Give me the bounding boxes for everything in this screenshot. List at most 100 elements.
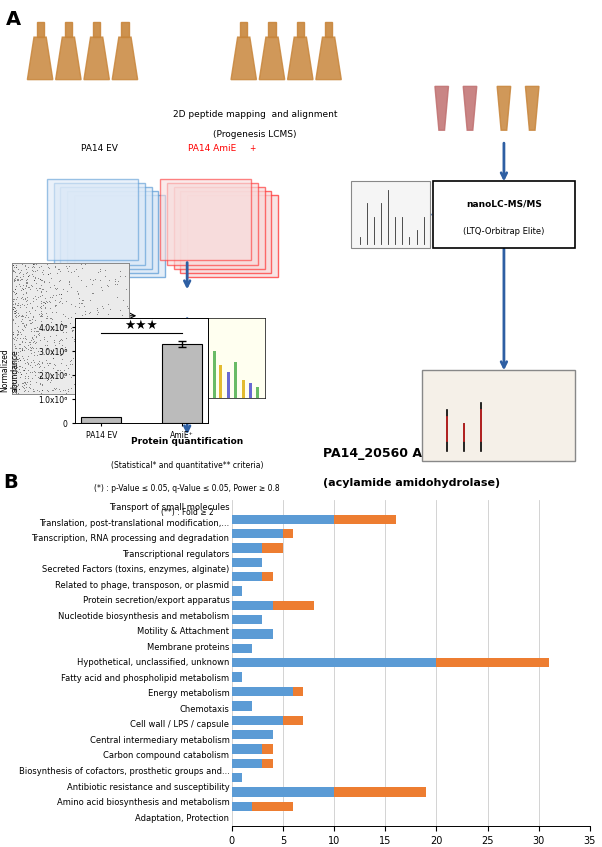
Point: [28, 302, 37, 315]
Point: [29, 322, 39, 335]
Point: [96, 280, 106, 294]
Point: [112, 277, 122, 291]
Point: [52, 363, 62, 377]
Point: [90, 316, 100, 329]
Point: [13, 263, 23, 276]
Polygon shape: [316, 37, 341, 80]
Text: PA14 EV: PA14 EV: [481, 386, 515, 396]
Point: [95, 264, 105, 278]
Point: [100, 268, 110, 282]
Bar: [234, 362, 237, 398]
Point: [37, 301, 46, 314]
Point: [20, 331, 30, 345]
Point: [54, 363, 63, 377]
Text: Translation, post-translational modification,...: Translation, post-translational modifica…: [39, 518, 229, 528]
Point: [22, 297, 31, 311]
Point: [29, 349, 39, 363]
Text: Hypothetical, unclassified, unknown: Hypothetical, unclassified, unknown: [77, 658, 229, 667]
Point: [8, 271, 17, 285]
Point: [15, 359, 25, 373]
Bar: [256, 387, 259, 398]
Point: [76, 352, 86, 365]
Point: [8, 377, 18, 390]
Point: [98, 283, 107, 296]
Point: [41, 353, 51, 367]
Point: [31, 257, 41, 270]
Point: [20, 376, 30, 390]
Point: [37, 363, 47, 376]
Point: [43, 267, 52, 280]
Point: [8, 329, 17, 342]
Point: [101, 346, 110, 360]
Point: [30, 313, 40, 327]
Point: [44, 295, 54, 308]
Point: [95, 383, 105, 396]
Polygon shape: [288, 37, 313, 80]
Point: [17, 342, 26, 356]
Point: [28, 291, 38, 304]
Point: [27, 365, 37, 379]
Point: [11, 308, 21, 322]
Point: [42, 383, 52, 396]
Point: [70, 333, 79, 346]
Point: [17, 343, 27, 357]
Point: [104, 349, 114, 363]
Bar: [93, 22, 100, 37]
Point: [31, 303, 40, 317]
Point: [37, 384, 46, 397]
Point: [69, 324, 78, 337]
Point: [25, 313, 35, 327]
Point: [48, 289, 58, 302]
Point: [24, 304, 34, 318]
Point: [58, 307, 67, 321]
FancyBboxPatch shape: [74, 195, 165, 277]
Point: [73, 323, 83, 336]
FancyBboxPatch shape: [351, 181, 430, 248]
Point: [51, 283, 61, 296]
Point: [35, 301, 45, 314]
Point: [28, 385, 37, 398]
Point: [32, 320, 42, 334]
Point: [17, 341, 26, 355]
Point: [76, 363, 85, 377]
Point: [14, 308, 24, 322]
Point: [85, 293, 95, 307]
Point: [110, 311, 119, 324]
Point: [20, 320, 30, 334]
Point: [8, 328, 18, 341]
Point: [67, 324, 76, 338]
Point: [116, 386, 126, 400]
Point: [36, 378, 45, 391]
Point: [29, 328, 39, 341]
Point: [22, 280, 31, 293]
Bar: [166, 373, 169, 398]
Point: [110, 379, 119, 392]
Point: [78, 373, 88, 386]
Text: ★★★: ★★★: [125, 318, 158, 331]
Point: [95, 328, 105, 341]
Point: [13, 323, 22, 336]
Point: [113, 274, 123, 287]
Point: [66, 322, 76, 335]
Point: [19, 318, 29, 332]
Point: [53, 368, 63, 381]
Point: [103, 307, 113, 320]
Point: [12, 329, 22, 342]
Point: [56, 357, 66, 370]
Point: [49, 278, 59, 291]
Point: [31, 270, 40, 284]
Bar: [262, 572, 273, 581]
Bar: [232, 673, 242, 682]
Point: [28, 268, 37, 282]
Point: [45, 280, 55, 294]
Point: [63, 383, 72, 396]
Point: [20, 257, 29, 271]
Bar: [252, 801, 293, 811]
Point: [39, 296, 48, 309]
Point: [40, 330, 49, 344]
Point: [76, 320, 86, 334]
Point: [110, 274, 120, 288]
Point: [85, 386, 95, 400]
Polygon shape: [55, 37, 81, 80]
Point: [42, 335, 52, 348]
